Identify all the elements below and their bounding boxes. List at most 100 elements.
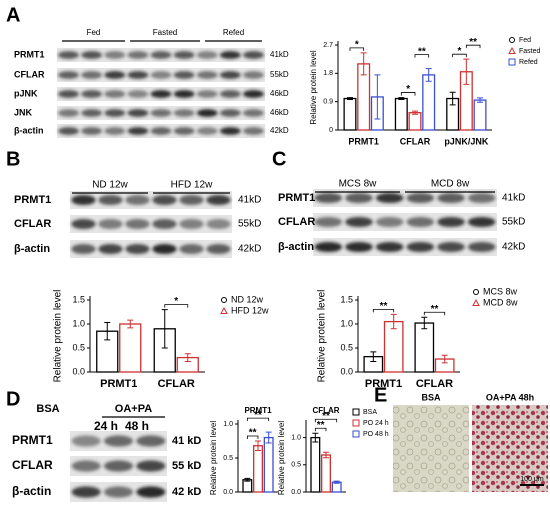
x-tick-label: PRMT1: [100, 378, 137, 390]
blot-band: [152, 194, 177, 206]
blot-size-label: 42kD: [270, 126, 289, 135]
bar: [253, 445, 263, 493]
legend-label: Fasted: [519, 48, 541, 55]
blot-band: [81, 51, 103, 59]
blot-band: [104, 90, 126, 98]
blot-row-label: β-actin: [14, 243, 50, 255]
bar: [408, 112, 422, 131]
blot-band: [196, 51, 218, 59]
blot-band: [104, 51, 126, 59]
blot-band: [103, 486, 134, 498]
blot-band: [206, 194, 231, 206]
blot-group-label: ND 12w: [92, 180, 128, 191]
significance-label: *: [355, 40, 359, 51]
blot-band: [81, 90, 103, 98]
blot-band: [58, 109, 79, 117]
blot-group-label: Refed: [223, 28, 244, 37]
blot-size-label: 41kD: [502, 193, 525, 204]
blot-band: [71, 486, 101, 498]
bar: [310, 436, 321, 493]
error-bar: [421, 316, 428, 330]
significance-label: *: [174, 296, 178, 307]
significance-bracket: [349, 47, 365, 51]
legend-marker: [221, 297, 227, 303]
blot-band: [81, 127, 103, 135]
significance-label: **: [317, 420, 325, 431]
blot-row-label: CFLAR: [278, 216, 315, 228]
legend-label: Fed: [519, 37, 531, 44]
x-tick-label: CFLAR: [400, 136, 431, 146]
blot-band: [150, 71, 172, 79]
y-tick-label: 0.5: [72, 342, 85, 352]
micrograph-oapa: [472, 405, 548, 492]
y-tick-label: 0.9: [323, 99, 333, 106]
blot-band: [58, 90, 79, 98]
blot-band: [206, 243, 231, 255]
significance-label: **: [418, 46, 426, 57]
significance-bracket: [452, 53, 467, 58]
blot-subgroup-label: 24 h: [94, 419, 118, 433]
blot-band: [150, 109, 172, 117]
blot-size-label: 55kD: [270, 70, 289, 79]
blot-band: [406, 192, 435, 204]
blot-group-label: MCD 8w: [431, 179, 470, 190]
y-tick-label: 1.0: [340, 318, 353, 328]
error-bar: [323, 451, 329, 459]
panel-letter: D: [6, 388, 20, 410]
chart-title: CFLAR: [312, 406, 339, 415]
significance-bracket: [164, 304, 189, 308]
significance-bracket: [400, 92, 416, 96]
blot-band: [173, 109, 195, 117]
bar: [263, 436, 274, 493]
image-label: BSA: [421, 392, 441, 402]
blot-row-label: β-actin: [14, 125, 44, 135]
scale-bar-label: 100 μm: [520, 476, 544, 483]
y-tick-label: 0.0: [72, 366, 85, 376]
y-tick-label: 0.5: [291, 462, 301, 469]
blot-band: [150, 127, 172, 135]
y-tick-label: 0.0: [223, 489, 233, 496]
blot-band: [173, 51, 195, 59]
blot-band: [375, 216, 404, 228]
x-tick-label: CFLAR: [158, 378, 195, 390]
image-label: OA+PA 48h: [486, 392, 534, 402]
y-axis-label: Relative protein level: [309, 50, 318, 124]
legend-marker: [508, 58, 516, 66]
significance-label: **: [431, 304, 439, 315]
y-tick-label: 1.0: [291, 434, 301, 441]
blot-band: [179, 194, 204, 206]
significance-label: **: [254, 410, 262, 421]
legend-marker: [473, 289, 479, 295]
blot-band: [152, 243, 177, 255]
blot-band: [345, 192, 373, 204]
blot-group-label: OA+PA: [115, 403, 152, 415]
blot-band: [345, 216, 373, 228]
blot-band: [314, 241, 343, 253]
panel-letter: B: [6, 148, 20, 170]
y-axis-label: Relative protein level: [53, 290, 64, 383]
blot-band: [173, 90, 195, 98]
blot-row-label: β-actin: [12, 484, 51, 498]
blot-band: [71, 435, 101, 447]
bar: [473, 99, 487, 131]
legend-label: MCS 8w: [483, 286, 518, 296]
y-tick-label: 0.0: [340, 366, 353, 376]
blot-band: [127, 109, 149, 117]
blot-band: [150, 90, 172, 98]
error-bar: [127, 319, 134, 329]
y-axis-label: Relative protein level: [277, 421, 286, 495]
error-bar: [412, 110, 418, 115]
error-bar: [477, 97, 484, 103]
blot-band: [196, 127, 218, 135]
blot-band: [81, 71, 103, 79]
significance-label: **: [380, 301, 388, 312]
blot-group-label: HFD 12w: [171, 180, 213, 191]
blot-size-label: 55 kD: [172, 460, 201, 472]
blot-band: [71, 460, 101, 472]
blot-band: [375, 192, 404, 204]
blot-band: [243, 71, 264, 79]
blot-row-label: CFLAR: [14, 69, 45, 79]
bar: [119, 323, 142, 373]
blot-size-label: 46kD: [270, 108, 289, 117]
blot-band: [127, 71, 149, 79]
